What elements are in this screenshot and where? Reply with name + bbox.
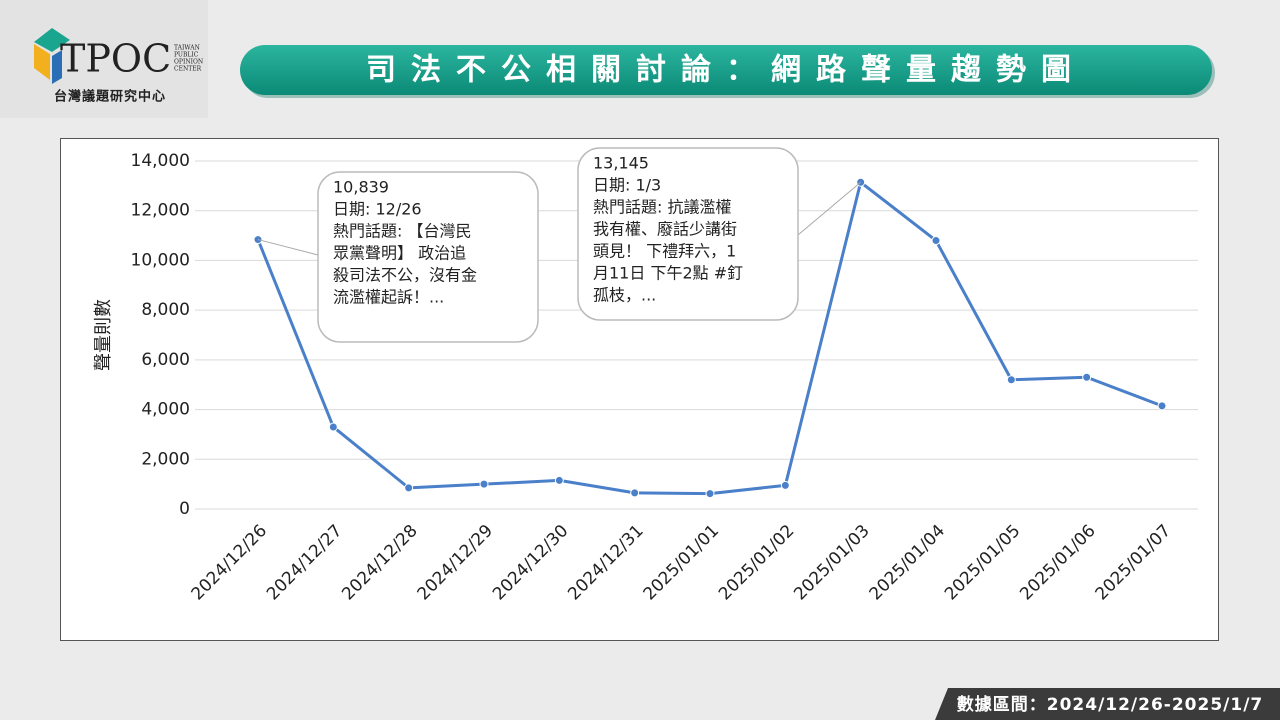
callout-line: 孤枝，...: [593, 286, 656, 305]
callout-line: 流濫權起訴！...: [333, 288, 444, 307]
tagline-line: TAIWAN: [174, 45, 200, 52]
callout-value: 10,839: [333, 178, 389, 197]
date-range: 數據區間：2024/12/26-2025/1/7: [957, 694, 1264, 715]
y-tick-label: 10,000: [131, 250, 190, 270]
data-point: [328, 422, 338, 432]
data-point: [404, 483, 414, 493]
tagline-line: CENTER: [174, 66, 202, 73]
logo-shape: [52, 50, 62, 84]
y-tick-label: 8,000: [141, 300, 190, 320]
callout-line: 月11日 下午2點 #釘: [593, 264, 743, 283]
y-tick-label: 2,000: [141, 449, 190, 469]
logo-shape: [34, 44, 50, 80]
tagline-line: PUBLIC: [174, 52, 199, 59]
callout-line: 日期: 1/3: [593, 176, 661, 195]
tagline-line: OPINION: [174, 59, 203, 66]
callout-line: 熱門話題: 抗議濫權: [593, 198, 731, 217]
callout-line: 頭見！ 下禮拜六，1: [593, 242, 736, 261]
footer-box: [935, 688, 1280, 720]
title: 司法不公相關討論：網路聲量趨勢圖: [366, 53, 1086, 88]
title-pill: [240, 45, 1212, 95]
data-point: [1082, 372, 1092, 382]
y-tick-label: 0: [179, 499, 190, 519]
callout-line: 熱門話題: 【台灣民: [333, 222, 471, 241]
data-point: [780, 480, 790, 490]
callout-value: 13,145: [593, 154, 649, 173]
data-point: [931, 236, 941, 246]
y-axis-label: 聲量則數: [93, 299, 114, 371]
callout-line: 日期: 12/26: [333, 200, 422, 219]
y-tick-label: 4,000: [141, 400, 190, 420]
callout-line: 殺司法不公，沒有金: [333, 266, 477, 285]
data-point: [705, 489, 715, 499]
y-tick-label: 6,000: [141, 350, 190, 370]
organization: 台灣議題研究中心: [54, 89, 166, 105]
y-tick-label: 14,000: [131, 151, 190, 171]
callout-box: [317, 171, 539, 343]
callout-line: 眾黨聲明】 政治追: [333, 244, 466, 263]
callout-leader: [797, 181, 861, 236]
y-tick-label: 12,000: [131, 201, 190, 221]
logo-text: TPOC: [60, 37, 171, 81]
data-point: [630, 488, 640, 498]
callout-leader: [257, 239, 319, 256]
callout-line: 我有權、廢話少講街: [593, 220, 737, 239]
callout-box: [577, 147, 799, 321]
data-point: [1006, 375, 1016, 385]
data-point: [554, 475, 564, 485]
data-point: [479, 479, 489, 489]
logo-shape: [34, 28, 70, 52]
data-point: [1157, 401, 1167, 411]
